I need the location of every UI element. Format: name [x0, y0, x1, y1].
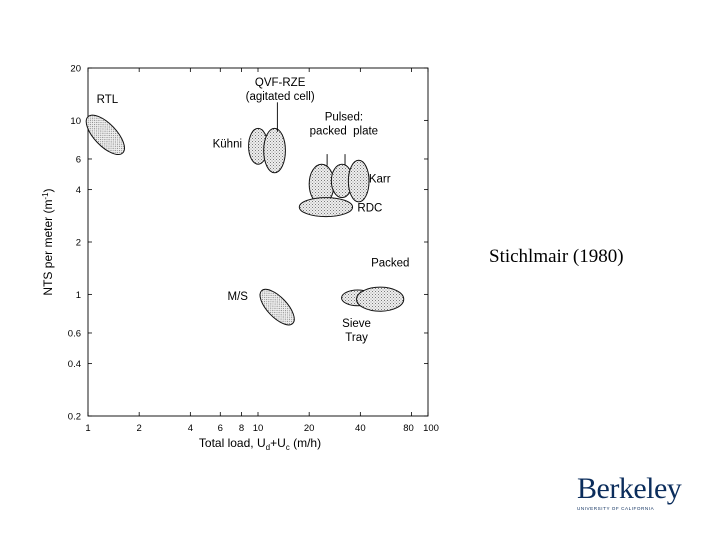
- x-tick-label: 20: [304, 423, 315, 434]
- x-tick-label: 10: [253, 423, 264, 434]
- plot-frame: [87, 67, 429, 417]
- y-axis-label-superscript: -1: [41, 192, 50, 200]
- label-pulsed: Pulsed: packed plate: [310, 111, 378, 137]
- label-packed: Packed: [371, 257, 409, 269]
- x-tick-label: 80: [403, 423, 414, 434]
- x-tick-label: 1: [85, 423, 90, 434]
- label-qvf-rze-line: (agitated cell): [246, 91, 315, 103]
- label-ms: M/S: [228, 291, 249, 303]
- label-sieve-tray: Sieve Tray: [342, 318, 371, 344]
- label-karr: Karr: [369, 173, 391, 185]
- x-tick-label: 8: [239, 423, 244, 434]
- region-packed: [356, 286, 405, 312]
- label-pulsed-line: packed plate: [310, 125, 378, 137]
- label-sieve-tray-line: Sieve: [342, 318, 371, 330]
- label-qvf-rze: QVF-RZE (agitated cell): [246, 77, 315, 103]
- figure-caption: Stichlmair (1980): [489, 246, 624, 267]
- y-tick-label: 10: [70, 116, 81, 127]
- label-karr-line: Karr: [369, 173, 391, 185]
- region-ms: [259, 288, 295, 326]
- label-rtl: RTL: [97, 94, 119, 106]
- berkeley-logo: Berkeley UNIVERSITY OF CALIFORNIA: [577, 472, 687, 512]
- y-tick-label: 0.4: [68, 359, 81, 370]
- label-kuhni: Kühni: [213, 138, 242, 150]
- y-axis-label: NTS per meter (m-1): [41, 188, 55, 295]
- y-tick-label: 20: [70, 64, 81, 75]
- logo-subtitle: UNIVERSITY OF CALIFORNIA: [577, 506, 655, 511]
- label-qvf-rze-line: QVF-RZE: [255, 77, 306, 89]
- axes: 1 2 4 6 8 10 20 40 80 100 0.2 0.4 0.6 1 2 4 6 10 20 Total l…: [41, 64, 439, 453]
- x-axis-label-text: +U: [270, 436, 286, 450]
- operating-regions: [85, 114, 405, 326]
- region-rtl: [85, 114, 125, 155]
- x-tick-label: 4: [188, 423, 193, 434]
- label-ms-line: M/S: [228, 291, 249, 303]
- x-tick-label: 40: [355, 423, 366, 434]
- y-tick-label: 4: [76, 185, 81, 196]
- x-axis-label-text: (m/h): [290, 436, 321, 450]
- y-axis-label-text: ): [41, 188, 55, 192]
- region-qvf-rze: [263, 127, 286, 174]
- x-tick-label: 6: [218, 423, 223, 434]
- logo-wordmark: Berkeley: [577, 472, 682, 505]
- y-tick-label: 0.6: [68, 328, 81, 339]
- y-axis-label-text: NTS per meter (m: [41, 200, 55, 296]
- x-axis-label-subscript: c: [286, 443, 290, 452]
- x-tick-label: 2: [137, 423, 142, 434]
- label-rdc: RDC: [357, 202, 382, 214]
- x-axis-label: Total load, Ud+Uc (m/h): [199, 436, 321, 452]
- y-tick-label: 6: [76, 154, 81, 165]
- region-labels: RTL QVF-RZE (agitated cell) Kühni Pulsed: pac…: [97, 77, 410, 344]
- region-karr: [347, 159, 370, 203]
- label-packed-line: Packed: [371, 257, 409, 269]
- label-pulsed-line: Pulsed:: [325, 111, 363, 123]
- x-tick-label: 100: [423, 423, 439, 434]
- label-sieve-tray-line: Tray: [345, 332, 368, 344]
- y-tick-label: 2: [76, 238, 81, 249]
- y-tick-label: 0.2: [68, 412, 81, 423]
- x-axis-label-subscript: d: [266, 443, 270, 452]
- label-kuhni-line: Kühni: [213, 138, 242, 150]
- region-rdc: [298, 197, 354, 218]
- y-tick-label: 1: [76, 290, 81, 301]
- label-rdc-line: RDC: [357, 202, 382, 214]
- label-rtl-line: RTL: [97, 94, 119, 106]
- x-axis-label-text: Total load, U: [199, 436, 266, 450]
